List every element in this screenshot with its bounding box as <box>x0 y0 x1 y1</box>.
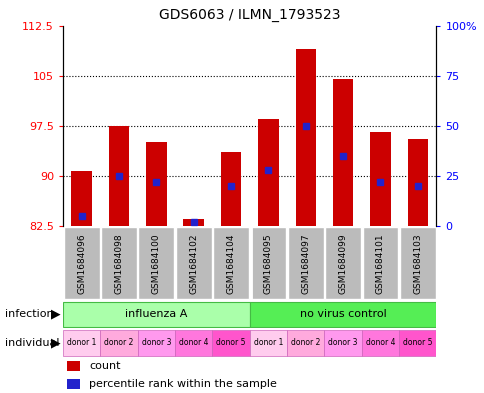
Text: donor 3: donor 3 <box>328 338 357 347</box>
Bar <box>249 302 436 327</box>
Bar <box>325 228 360 299</box>
Bar <box>220 152 241 226</box>
Text: donor 2: donor 2 <box>104 338 134 347</box>
Text: donor 1: donor 1 <box>67 338 96 347</box>
Bar <box>332 79 353 226</box>
Text: GSM1684104: GSM1684104 <box>226 233 235 294</box>
Bar <box>138 228 174 299</box>
Text: donor 5: donor 5 <box>216 338 245 347</box>
Text: GSM1684100: GSM1684100 <box>151 233 161 294</box>
Text: donor 3: donor 3 <box>141 338 171 347</box>
Bar <box>362 228 397 299</box>
Bar <box>175 330 212 356</box>
Bar <box>369 132 390 226</box>
Bar <box>64 228 99 299</box>
Bar <box>67 379 80 389</box>
Bar <box>108 126 129 226</box>
Bar <box>183 219 204 226</box>
Bar <box>407 139 427 226</box>
Bar <box>287 228 323 299</box>
Text: ▶: ▶ <box>51 336 60 349</box>
Bar <box>324 330 361 356</box>
Bar <box>213 228 248 299</box>
Text: GSM1684098: GSM1684098 <box>114 233 123 294</box>
Bar <box>146 142 166 226</box>
Bar <box>398 330 436 356</box>
Bar <box>101 228 136 299</box>
Text: GSM1684101: GSM1684101 <box>375 233 384 294</box>
Bar <box>295 49 316 226</box>
Text: donor 5: donor 5 <box>402 338 432 347</box>
Bar <box>287 330 324 356</box>
Bar <box>361 330 398 356</box>
Text: GSM1684103: GSM1684103 <box>412 233 422 294</box>
Text: GSM1684096: GSM1684096 <box>77 233 86 294</box>
Bar <box>257 119 278 226</box>
Text: infection: infection <box>5 309 53 320</box>
Text: GSM1684102: GSM1684102 <box>189 233 198 294</box>
Text: ▶: ▶ <box>51 308 60 321</box>
Bar <box>100 330 137 356</box>
Bar <box>137 330 175 356</box>
Text: GSM1684099: GSM1684099 <box>338 233 347 294</box>
Text: count: count <box>89 361 121 371</box>
Text: percentile rank within the sample: percentile rank within the sample <box>89 379 276 389</box>
Text: GSM1684097: GSM1684097 <box>301 233 310 294</box>
Text: donor 1: donor 1 <box>253 338 283 347</box>
Bar <box>63 302 249 327</box>
Text: influenza A: influenza A <box>125 309 187 320</box>
Bar <box>176 228 211 299</box>
Bar <box>249 330 287 356</box>
Title: GDS6063 / ILMN_1793523: GDS6063 / ILMN_1793523 <box>159 8 340 22</box>
Text: donor 4: donor 4 <box>365 338 394 347</box>
Text: individual: individual <box>5 338 59 348</box>
Bar <box>212 330 249 356</box>
Bar <box>399 228 435 299</box>
Bar <box>71 171 92 226</box>
Text: no virus control: no virus control <box>299 309 386 320</box>
Text: donor 4: donor 4 <box>179 338 208 347</box>
Text: GSM1684095: GSM1684095 <box>263 233 272 294</box>
Text: donor 2: donor 2 <box>290 338 320 347</box>
Bar <box>63 330 100 356</box>
Bar <box>67 361 80 371</box>
Bar <box>250 228 286 299</box>
